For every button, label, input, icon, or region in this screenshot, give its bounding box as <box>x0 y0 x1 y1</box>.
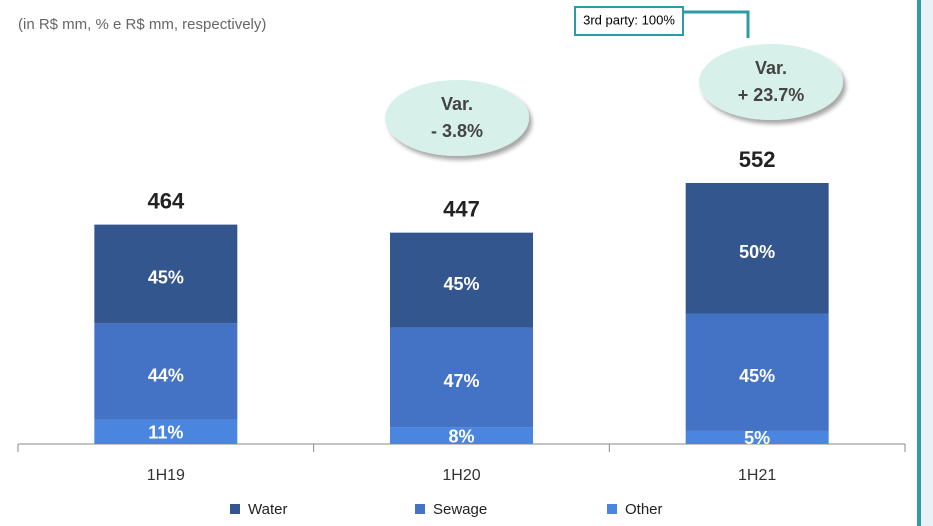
legend-label: Sewage <box>433 501 487 518</box>
bar-segment <box>94 224 238 324</box>
bar-segment <box>390 232 533 328</box>
segment-label: 45% <box>739 366 775 386</box>
total-label: 447 <box>443 196 480 221</box>
bar-segment <box>685 183 829 314</box>
bar-segment <box>390 427 533 444</box>
segment-label: 8% <box>448 426 474 446</box>
segment-label: 44% <box>148 365 184 385</box>
variation-text: Var. <box>755 58 787 78</box>
variation-bubble <box>699 44 843 120</box>
x-tick-label: 1H21 <box>738 467 776 484</box>
variation-text: - 3.8% <box>431 121 483 141</box>
bar-segment <box>94 323 238 420</box>
legend-swatch <box>415 504 425 514</box>
bar-segment <box>390 327 533 428</box>
bar-segment <box>685 313 829 431</box>
total-label: 464 <box>147 188 184 213</box>
total-label: 552 <box>739 147 776 172</box>
connector <box>683 10 750 38</box>
segment-label: 45% <box>443 274 479 294</box>
annotation-box <box>574 6 684 36</box>
variation-text: + 23.7% <box>738 85 805 105</box>
legend-swatch <box>230 504 240 514</box>
segment-label: 47% <box>443 371 479 391</box>
right-margin <box>921 0 933 526</box>
segment-label: 50% <box>739 242 775 262</box>
segment-label: 5% <box>744 428 770 448</box>
segment-label: 45% <box>148 268 184 288</box>
subtitle: (in R$ mm, % e R$ mm, respectively) <box>18 16 266 33</box>
bar-segment <box>94 419 238 444</box>
x-tick-label: 1H20 <box>442 467 480 484</box>
x-tick-label: 1H19 <box>147 467 185 484</box>
segment-label: 11% <box>148 423 183 443</box>
legend-label: Water <box>248 501 287 518</box>
legend-label: Other <box>625 501 663 518</box>
right-border <box>917 0 921 526</box>
bar-segment <box>685 430 829 444</box>
variation-text: Var. <box>441 94 473 114</box>
legend-swatch <box>607 504 617 514</box>
annotation-text: 3rd party: 100% <box>583 12 675 27</box>
variation-bubble <box>385 80 529 156</box>
